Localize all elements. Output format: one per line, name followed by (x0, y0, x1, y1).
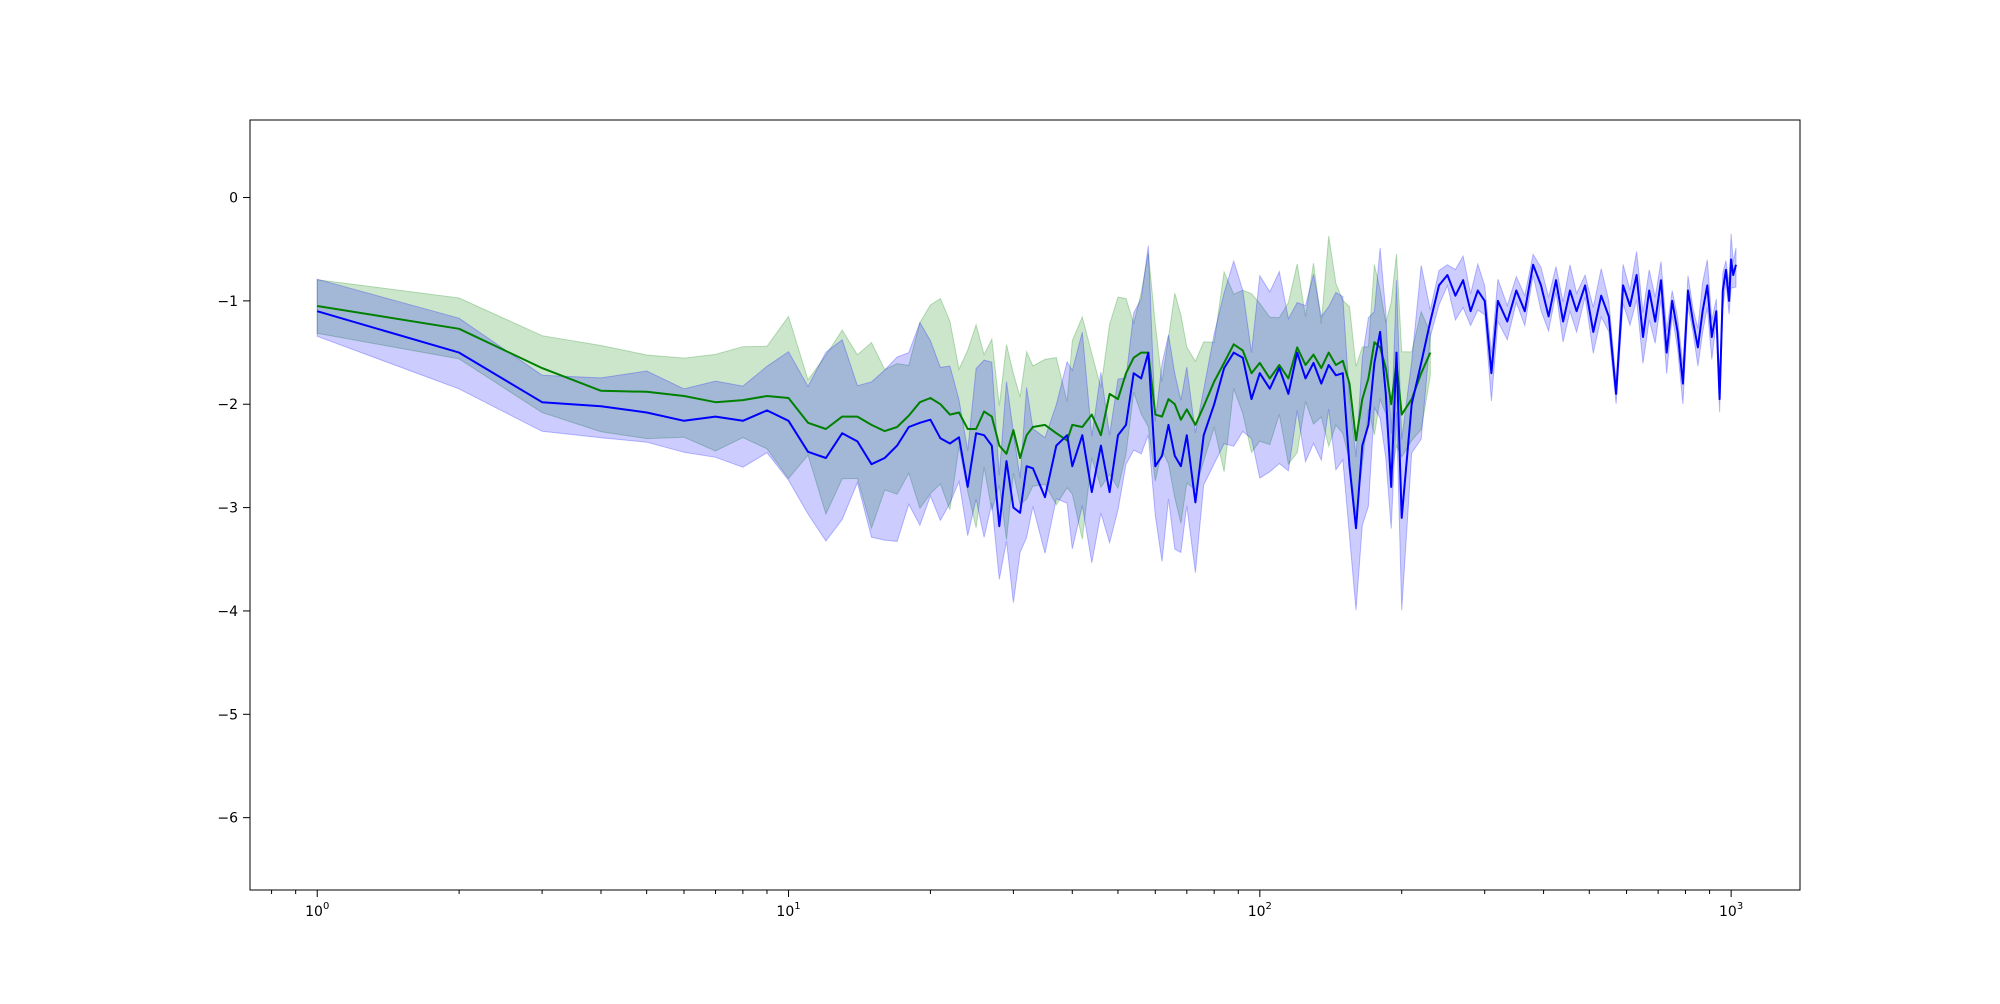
x-tick-label: 101 (776, 901, 800, 920)
line-green (317, 305, 1432, 459)
band-blue (316, 233, 1737, 611)
y-tick-label: −5 (217, 707, 238, 723)
x-tick-label: 103 (1719, 901, 1743, 920)
y-tick-label: −2 (217, 397, 238, 413)
y-tick-label: −3 (217, 501, 238, 517)
y-tick-label: −4 (217, 604, 238, 620)
y-tick-label: −6 (217, 811, 238, 827)
y-tick-label: −1 (217, 294, 238, 310)
x-axis: 100 101 102 103 (271, 890, 1743, 920)
plot-frame (249, 119, 1801, 891)
x-tick-label: 102 (1248, 901, 1272, 920)
confidence-bands (316, 233, 1737, 611)
y-tick-label: 0 (229, 191, 238, 207)
x-tick-label: 100 (305, 901, 329, 920)
series-lines (316, 258, 1737, 530)
y-axis: 0 −1 −2 −3 −4 −5 −6 (217, 191, 250, 827)
line-blue (316, 258, 1737, 530)
